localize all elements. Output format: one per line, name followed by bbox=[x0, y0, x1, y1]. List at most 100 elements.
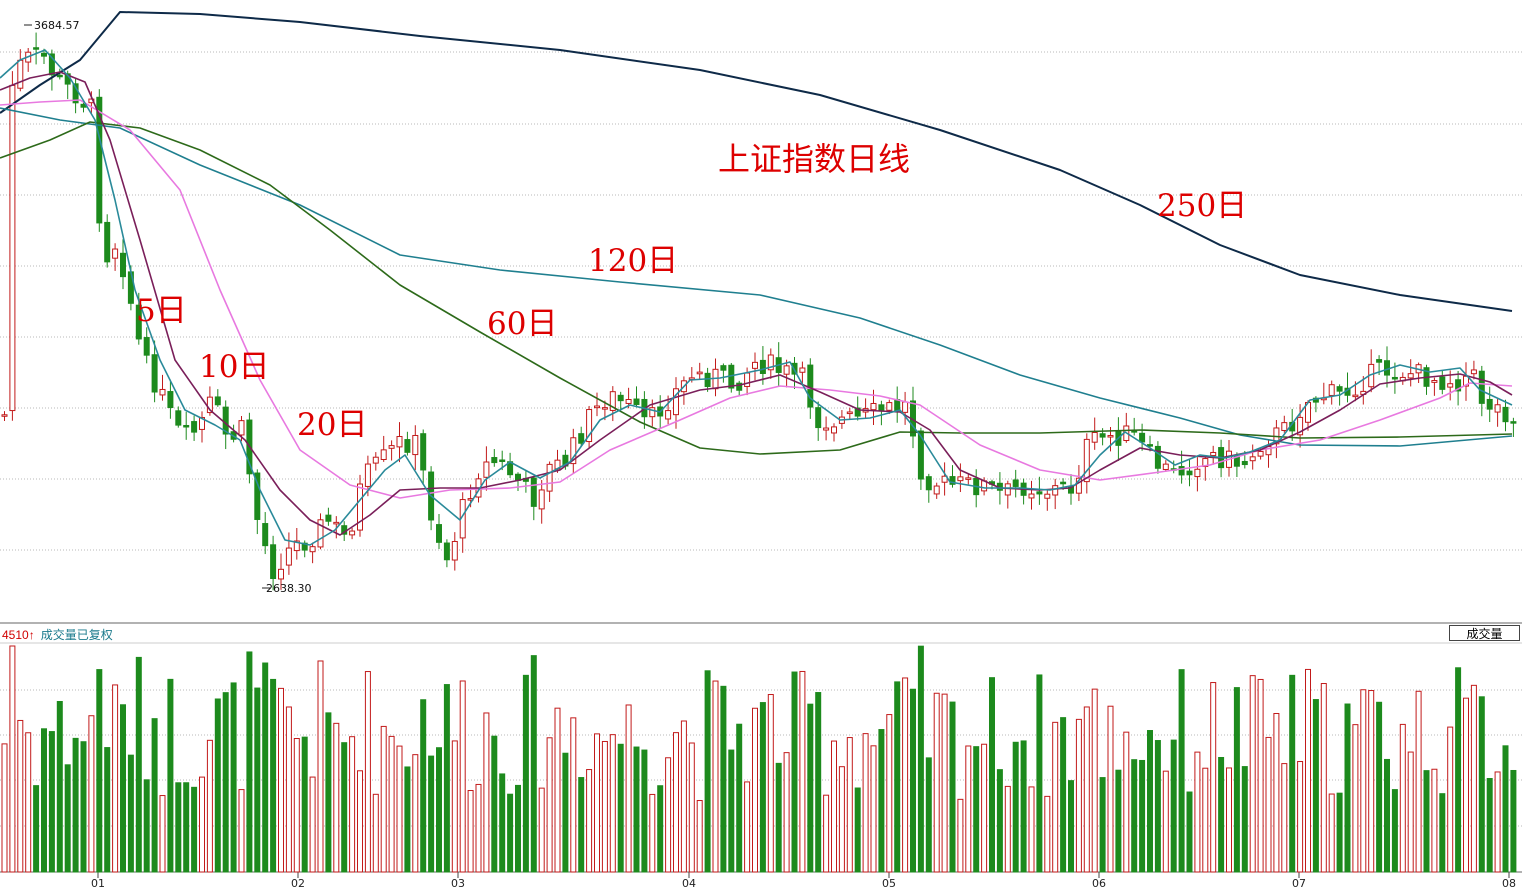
volume-bar bbox=[870, 745, 877, 873]
x-tick-label: 01 bbox=[91, 877, 105, 890]
volume-bar bbox=[1470, 684, 1477, 873]
candle-body bbox=[317, 519, 324, 548]
volume-bar bbox=[775, 762, 782, 873]
volume-bar bbox=[246, 651, 253, 873]
candle-body bbox=[767, 354, 774, 371]
candle-body bbox=[878, 404, 885, 411]
volume-bar bbox=[443, 684, 450, 873]
volume-bar bbox=[1320, 683, 1327, 873]
volume-bar bbox=[183, 782, 190, 873]
volume-bar bbox=[680, 720, 687, 873]
volume-bar bbox=[96, 669, 103, 873]
volume-bar bbox=[1154, 740, 1161, 873]
candle-body bbox=[1147, 444, 1153, 447]
x-tick-label: 04 bbox=[682, 877, 696, 890]
candle-body bbox=[633, 398, 640, 405]
volume-bar bbox=[1147, 730, 1153, 873]
volume-bar bbox=[380, 725, 387, 873]
volume-bar bbox=[428, 755, 435, 873]
candle-body bbox=[815, 407, 822, 429]
volume-bar bbox=[515, 784, 521, 873]
volume-bar bbox=[491, 735, 498, 873]
candle-body bbox=[854, 407, 861, 417]
volume-bar bbox=[1344, 703, 1351, 873]
volume-bar bbox=[412, 754, 419, 873]
volume-bar bbox=[270, 678, 277, 873]
volume-bar bbox=[625, 704, 632, 873]
volume-bar bbox=[617, 743, 624, 873]
volume-bar bbox=[135, 656, 142, 873]
volume-bar bbox=[1226, 767, 1232, 873]
candle-body bbox=[1407, 373, 1414, 379]
volume-bar bbox=[325, 712, 332, 873]
candle-body bbox=[380, 449, 387, 461]
candle-body bbox=[293, 540, 300, 552]
candle-body bbox=[183, 424, 190, 428]
x-tick-label: 06 bbox=[1092, 877, 1106, 890]
candle-body bbox=[1328, 384, 1335, 396]
volume-bar bbox=[1415, 690, 1422, 873]
volume-bar bbox=[1075, 718, 1082, 873]
candle-body bbox=[357, 483, 363, 531]
volume-bar bbox=[262, 662, 269, 873]
volume-bar bbox=[1233, 687, 1240, 873]
candle-body bbox=[601, 407, 608, 410]
volume-bar bbox=[349, 736, 356, 873]
ma250-line bbox=[0, 11, 1513, 312]
ma250-label: 250日 bbox=[1157, 188, 1247, 224]
volume-bar bbox=[206, 739, 213, 873]
volume-bar bbox=[1478, 696, 1485, 873]
candle-body bbox=[120, 252, 126, 278]
candle-body bbox=[1470, 369, 1477, 375]
volume-indicator-button[interactable]: 成交量 bbox=[1449, 625, 1520, 641]
volume-bar bbox=[696, 800, 703, 873]
candle-body bbox=[1336, 386, 1343, 392]
volume-bar bbox=[1115, 769, 1122, 873]
candle-body bbox=[1012, 479, 1019, 487]
volume-bar bbox=[649, 793, 656, 873]
volume-bar bbox=[459, 680, 466, 873]
volume-bar bbox=[1044, 795, 1051, 873]
volume-bar bbox=[633, 746, 640, 873]
volume-bar bbox=[143, 779, 150, 873]
volume-bar bbox=[1257, 678, 1264, 873]
volume-bar bbox=[657, 785, 664, 873]
volume-bar bbox=[436, 747, 442, 873]
volume-bar bbox=[230, 682, 237, 873]
volume-bar bbox=[712, 680, 719, 873]
candle-body bbox=[649, 407, 656, 418]
volume-bar bbox=[1384, 758, 1390, 873]
candle-body bbox=[1091, 431, 1098, 443]
volume-bar bbox=[1439, 793, 1446, 873]
volume-bar bbox=[104, 747, 111, 873]
volume-bar bbox=[191, 786, 198, 873]
volume-header: 4510↑ 成交量已复权 bbox=[2, 626, 113, 643]
volume-bar bbox=[1131, 759, 1138, 873]
candle-body bbox=[957, 476, 964, 482]
candle-body bbox=[143, 337, 150, 356]
volume-bar bbox=[151, 718, 158, 873]
candle-body bbox=[783, 365, 790, 375]
volume-bar bbox=[736, 723, 743, 873]
volume-bar bbox=[112, 684, 119, 873]
volume-bar bbox=[1431, 768, 1438, 873]
volume-bar bbox=[1170, 739, 1177, 873]
volume-bar bbox=[1194, 751, 1201, 873]
volume-bar bbox=[1352, 724, 1359, 873]
volume-bar bbox=[1265, 736, 1272, 873]
volume-bar bbox=[673, 732, 679, 873]
volume-bar bbox=[1336, 792, 1343, 873]
volume-bar bbox=[878, 729, 885, 873]
candle-body bbox=[1162, 463, 1169, 470]
candle-body bbox=[823, 427, 830, 431]
candle-body bbox=[752, 361, 758, 369]
candle-body bbox=[1297, 416, 1304, 436]
candle-body bbox=[673, 388, 679, 416]
volume-bar bbox=[1139, 759, 1146, 873]
ma10-line bbox=[0, 71, 1513, 536]
candle-body bbox=[1502, 406, 1509, 423]
volume-bar bbox=[238, 789, 245, 873]
candle-body bbox=[364, 463, 371, 487]
volume-bar bbox=[127, 754, 134, 873]
candle-body bbox=[404, 439, 411, 453]
